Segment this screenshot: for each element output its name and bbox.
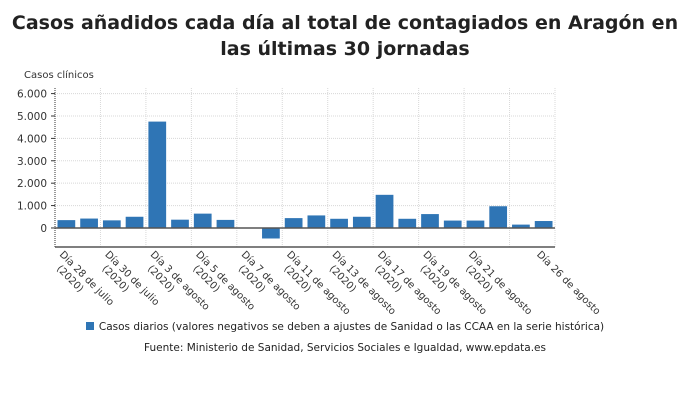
- y-axis-label: Casos clínicos: [24, 69, 94, 81]
- source-note: Fuente: Ministerio de Sanidad, Servicios…: [144, 342, 546, 354]
- y-tick-label: 4.000: [17, 133, 47, 145]
- bar: [125, 216, 144, 228]
- y-tick-label: 3.000: [17, 156, 47, 168]
- y-tick-label: 2.000: [17, 178, 47, 190]
- bar: [489, 206, 508, 228]
- bar: [284, 218, 303, 228]
- bar: [443, 220, 462, 228]
- bar: [148, 121, 167, 228]
- legend: Casos diarios (valores negativos se debe…: [0, 321, 690, 333]
- y-tick-label: 0: [40, 223, 47, 235]
- y-tick-label: 5.000: [17, 111, 47, 123]
- bar: [398, 218, 417, 228]
- bar: [262, 227, 280, 239]
- bar: [352, 216, 371, 228]
- bar: [57, 220, 76, 228]
- bar-chart: Casos clínicos 0 1.000 2.000 3.000 4.000 5.000…: [17, 69, 603, 320]
- y-tick-label: 6.000: [17, 89, 47, 101]
- x-tick-label: Día 21 de agosto(2020): [457, 249, 534, 320]
- bar: [421, 214, 439, 228]
- bar: [330, 218, 348, 228]
- bar: [512, 224, 530, 228]
- bar: [102, 220, 121, 228]
- chart-title: Casos añadidos cada día al total de cont…: [11, 12, 679, 60]
- bar: [466, 220, 485, 228]
- legend-swatch: [85, 322, 94, 330]
- bar: [307, 215, 326, 228]
- bar: [80, 218, 98, 228]
- x-tick-label: Día 26 de agosto: [534, 249, 603, 318]
- bar: [193, 213, 212, 228]
- bar: [375, 194, 394, 228]
- bar: [216, 219, 235, 228]
- bar: [534, 221, 553, 228]
- bar: [171, 219, 189, 228]
- y-tick-label: 1.000: [17, 201, 47, 213]
- legend-label: Casos diarios (valores negativos se debe…: [98, 321, 605, 333]
